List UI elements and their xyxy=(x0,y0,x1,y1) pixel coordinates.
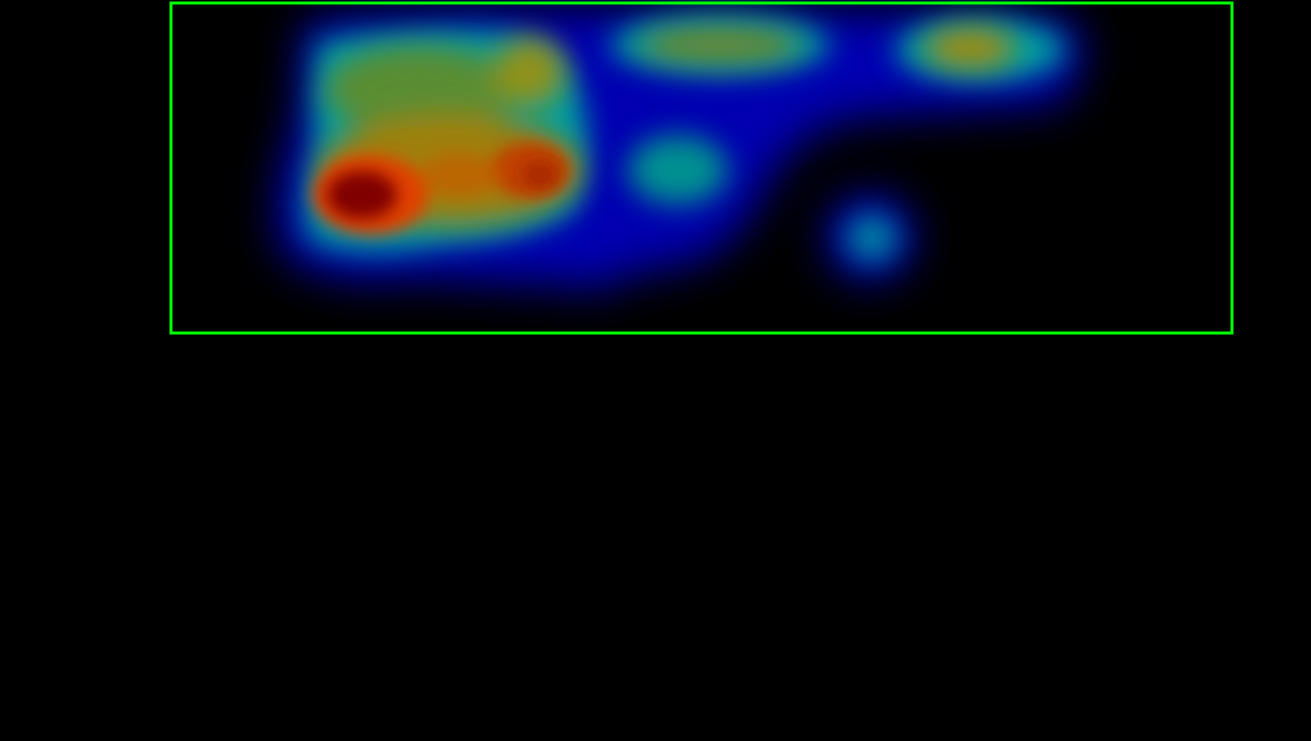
heat-region-top-right-core xyxy=(925,28,1015,68)
heat-layers xyxy=(277,7,1083,290)
heat-region-top-middle-core xyxy=(640,27,800,63)
heat-region-peak-secondary xyxy=(522,161,558,189)
heat-region-upper-left xyxy=(325,45,515,135)
heat-region-isolated-core xyxy=(846,214,898,262)
heat-region-peak xyxy=(327,171,397,219)
heat-region-upper-mid xyxy=(495,37,565,107)
heat-region-center-blob xyxy=(628,135,728,205)
heat-layer-core xyxy=(327,161,558,219)
selection-frame xyxy=(169,1,1234,335)
heat-region-hot-mid xyxy=(420,153,500,197)
